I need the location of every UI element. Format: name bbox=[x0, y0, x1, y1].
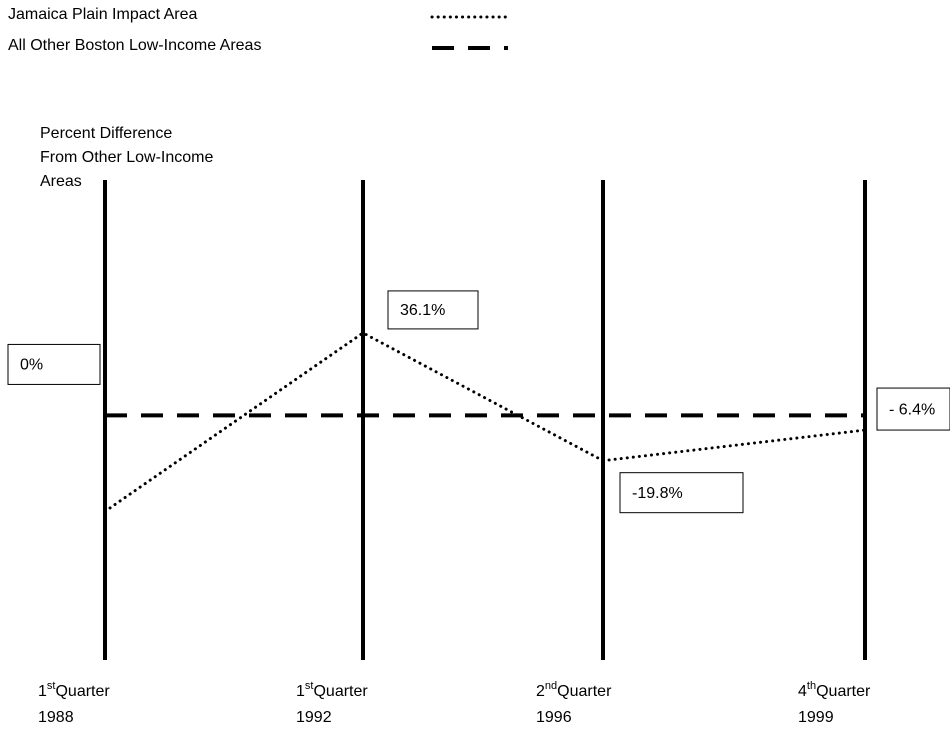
value-label: 36.1% bbox=[400, 302, 445, 319]
x-tick-label: 1stQuarter bbox=[38, 680, 110, 700]
value-label-box bbox=[876, 387, 950, 431]
value-label-box bbox=[619, 472, 744, 514]
category-suffix: st bbox=[305, 680, 314, 692]
category-period: Quarter bbox=[55, 683, 110, 700]
y-axis-label: Areas bbox=[40, 173, 82, 190]
value-label: 0% bbox=[20, 357, 43, 374]
category-number: 2 bbox=[536, 683, 545, 700]
x-tick-label: 4thQuarter bbox=[798, 680, 871, 700]
x-tick-label: 1996 bbox=[536, 709, 572, 726]
x-tick-label: 1992 bbox=[296, 709, 332, 726]
x-tick-label: 2ndQuarter bbox=[536, 680, 612, 700]
data-line bbox=[103, 331, 867, 513]
category-suffix: th bbox=[807, 680, 816, 692]
legend-label: All Other Boston Low-Income Areas bbox=[8, 37, 261, 54]
category-number: 4 bbox=[798, 683, 807, 700]
category-number: 1 bbox=[38, 683, 47, 700]
value-label-box bbox=[387, 290, 479, 330]
x-tick-label: 1stQuarter bbox=[296, 680, 368, 700]
category-suffix: st bbox=[47, 680, 56, 692]
x-tick-label: 1999 bbox=[798, 709, 834, 726]
y-axis-label: Percent Difference bbox=[40, 125, 172, 142]
category-period: Quarter bbox=[816, 683, 871, 700]
x-tick-label: 1988 bbox=[38, 709, 74, 726]
y-axis-label: From Other Low-Income bbox=[40, 149, 213, 166]
category-period: Quarter bbox=[557, 683, 612, 700]
value-label-box bbox=[7, 343, 101, 385]
legend-label: Jamaica Plain Impact Area bbox=[8, 6, 198, 23]
category-number: 1 bbox=[296, 683, 305, 700]
category-suffix: nd bbox=[545, 680, 557, 692]
category-period: Quarter bbox=[313, 683, 368, 700]
value-label: -19.8% bbox=[632, 485, 683, 502]
value-label: - 6.4% bbox=[889, 401, 935, 418]
